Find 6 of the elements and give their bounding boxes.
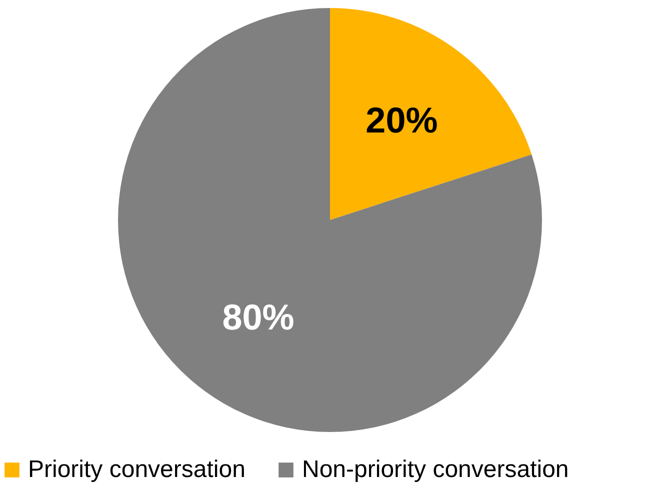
legend-label: Priority conversation xyxy=(28,456,246,483)
data-label: 20% xyxy=(366,99,438,140)
data-label: 80% xyxy=(222,296,294,338)
legend-label: Non-priority conversation xyxy=(302,456,569,483)
pie-slice xyxy=(118,8,542,432)
pie-slice xyxy=(330,8,532,220)
